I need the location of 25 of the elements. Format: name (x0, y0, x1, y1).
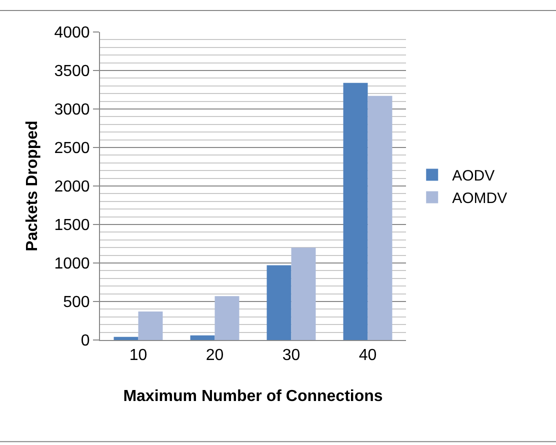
bar (190, 335, 215, 340)
bar (368, 96, 392, 340)
x-tick-label: 40 (358, 347, 377, 364)
bar (138, 312, 163, 340)
y-tick-label: 1500 (54, 217, 90, 234)
y-tick-label: 2500 (54, 140, 90, 158)
bar (114, 336, 138, 340)
y-tick-label: 0 (80, 332, 90, 350)
legend-label: AOMDV (452, 190, 508, 208)
y-tick-label: 3500 (54, 63, 90, 80)
bar (291, 248, 316, 340)
x-axis-title: Maximum Number of Connections (123, 388, 383, 405)
bar (214, 296, 240, 340)
y-tick-label: 4000 (54, 24, 90, 42)
y-tick-label: 500 (63, 294, 90, 312)
bar (266, 265, 292, 340)
x-tick-label: 30 (282, 347, 300, 364)
legend-label: AODV (452, 168, 495, 185)
y-tick-label: 2000 (54, 178, 90, 196)
y-tick-label: 1000 (54, 256, 90, 273)
y-axis-title: Packets Dropped (24, 120, 42, 252)
x-tick-label: 10 (129, 347, 148, 364)
bar (343, 82, 368, 340)
y-tick-label: 3000 (54, 102, 90, 119)
x-tick-label: 20 (206, 347, 224, 364)
